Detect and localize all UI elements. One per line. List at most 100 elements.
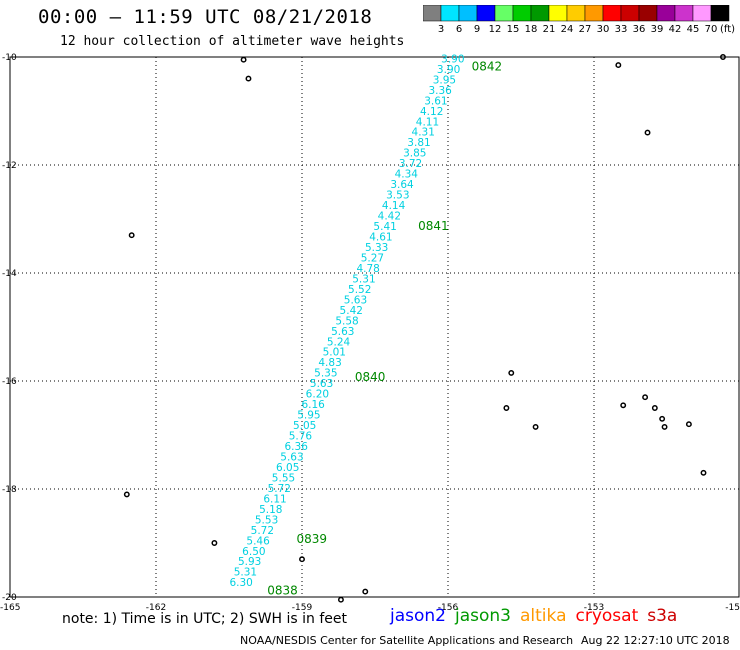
legend-item-jason2: jason2 [390, 606, 446, 626]
legend-item-jason3: jason3 [455, 606, 511, 626]
color-scale-label: 6 [456, 24, 462, 35]
island-outline [128, 232, 135, 239]
satellite-legend: jason2 jason3 altika cryosat s3a [390, 606, 686, 626]
x-tick-label: -153 [584, 603, 604, 613]
swh-value-label: 5.63 [280, 451, 303, 463]
chart-subtitle: 12 hour collection of altimeter wave hei… [60, 34, 405, 49]
swh-value-label: 5.52 [348, 284, 371, 296]
swh-value-label: 5.24 [327, 336, 351, 348]
swh-value-label: 3.90 [441, 53, 464, 65]
color-scale-label: 33 [615, 24, 628, 35]
chart-title: 00:00 – 11:59 UTC 08/21/2018 [38, 6, 373, 28]
swh-value-label: 5.33 [365, 242, 388, 254]
swh-value-label: 4.34 [395, 169, 419, 181]
swh-value-label: 5.58 [335, 315, 358, 327]
swh-value-label: 5.63 [310, 378, 333, 390]
island-outline [720, 54, 726, 60]
x-tick-label: -159 [292, 603, 313, 613]
color-scale-label: 3 [438, 24, 444, 35]
plot-frame [9, 56, 740, 598]
y-tick-label: -18 [2, 485, 17, 495]
swh-value-label: 3.36 [428, 85, 452, 97]
y-tick-label: -16 [2, 377, 17, 387]
swh-value-label: 5.31 [234, 567, 257, 579]
swh-value-label: 5.76 [289, 431, 313, 443]
x-tick-label-left-edge: -165 [0, 603, 20, 613]
x-tick-label: -156 [438, 603, 459, 613]
y-tick-label: -12 [2, 161, 17, 171]
credit-text: NOAA/NESDIS Center for Satellite Applica… [240, 634, 574, 647]
swh-value-label: 4.31 [412, 127, 435, 139]
swh-value-label: 4.42 [378, 211, 401, 223]
pass-time-label: 0838 [267, 583, 298, 597]
swh-value-label: 5.27 [361, 252, 384, 264]
swh-value-label: 6.16 [301, 399, 325, 411]
x-tick-label-right-edge: -15 [725, 603, 740, 613]
swh-value-label: 5.72 [268, 483, 291, 495]
island-outline [503, 405, 510, 411]
island-outline [685, 421, 692, 428]
color-scale-label: 24 [561, 24, 574, 35]
island-outline [123, 491, 130, 498]
swh-value-label: 5.63 [331, 326, 354, 338]
island-outline [661, 423, 668, 430]
color-scale-label: 36 [633, 24, 646, 35]
swh-value-label: 5.05 [293, 420, 316, 432]
swh-value-label: 5.42 [340, 305, 363, 317]
y-tick-label: -10 [2, 53, 17, 63]
island-outline [659, 415, 666, 422]
island-outline [620, 402, 627, 409]
pass-time-label: 0841 [418, 219, 449, 233]
color-scale-label: 18 [525, 24, 538, 35]
legend-item-altika: altika [520, 606, 567, 626]
swh-value-label: 5.41 [373, 221, 396, 233]
color-scale-label: 30 [597, 24, 610, 35]
swh-value-label: 5.46 [246, 535, 270, 547]
color-swatch [710, 5, 730, 22]
color-scale-label: 70 [705, 24, 718, 35]
color-scale-label: 39 [651, 24, 664, 35]
island-outline [337, 596, 344, 603]
legend-item-s3a: s3a [647, 606, 678, 626]
swh-value-label: 3.95 [433, 74, 456, 86]
pass-time-label: 0839 [296, 532, 327, 546]
color-scale-unit: (ft) [720, 24, 735, 35]
swh-value-label: 6.36 [285, 441, 309, 453]
pass-time-label: 0840 [355, 370, 386, 384]
color-scale-label: 45 [687, 24, 700, 35]
swh-value-label: 5.95 [297, 410, 320, 422]
color-scale-legend: 3 6 9 12 15 18 21 24 27 30 33 36 39 42 45 70 (ft) [423, 5, 735, 35]
swh-value-label: 5.31 [352, 273, 375, 285]
swh-value-label: 5.93 [238, 556, 261, 568]
swh-value-label: 4.11 [416, 116, 439, 128]
swh-value-label: 5.72 [251, 525, 274, 537]
swh-value-label: 6.20 [306, 389, 329, 401]
island-outline [700, 469, 707, 476]
swh-value-label: 3.72 [399, 158, 422, 170]
swh-value-label: 3.81 [407, 137, 430, 149]
swh-value-label: 4.14 [382, 200, 406, 212]
island-outline [532, 423, 539, 430]
island-outline [240, 56, 247, 63]
swh-value-label: 5.55 [272, 472, 295, 484]
color-scale-label: 15 [507, 24, 520, 35]
swh-value-label: 5.63 [344, 294, 367, 306]
island-outline [644, 129, 651, 136]
island-outline [211, 540, 218, 546]
swh-value-label: 5.01 [323, 347, 346, 359]
swh-value-label: 3.53 [386, 190, 409, 202]
color-scale-label: 12 [489, 24, 502, 35]
swh-value-label: 4.61 [369, 231, 392, 243]
island-outline [245, 75, 252, 82]
island-outline [642, 394, 649, 401]
swh-value-label: 4.12 [420, 106, 443, 118]
x-tick-label: -162 [146, 603, 166, 613]
swh-value-label: 4.78 [356, 263, 379, 275]
swh-value-label: 5.18 [259, 504, 282, 516]
swh-value-label: 6.30 [229, 577, 252, 589]
color-scale-label: 9 [474, 24, 480, 35]
color-scale-label: 27 [579, 24, 592, 35]
swh-value-label: 6.05 [276, 462, 299, 474]
swh-value-label: 3.64 [390, 179, 414, 191]
